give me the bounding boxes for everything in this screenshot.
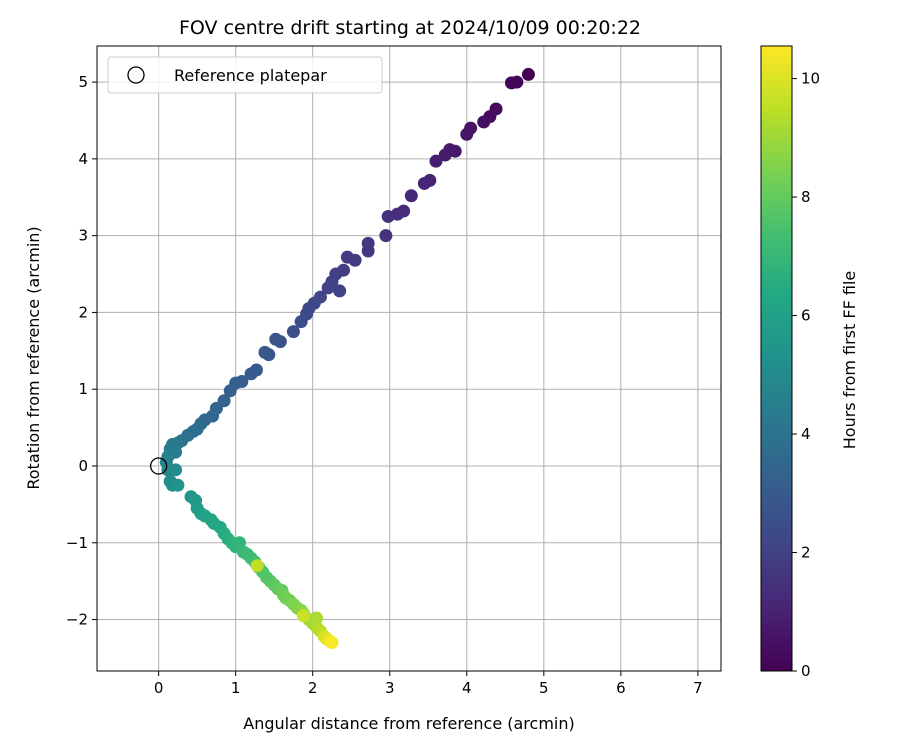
legend-marker-icon xyxy=(127,66,145,84)
data-point xyxy=(460,127,474,141)
data-point xyxy=(404,189,418,203)
colorbar-tick-label: 2 xyxy=(801,544,811,562)
data-point xyxy=(381,209,395,223)
data-point xyxy=(333,284,347,298)
colorbar-tick-label: 8 xyxy=(801,188,811,206)
data-point xyxy=(429,154,443,168)
data-point xyxy=(171,478,185,492)
colorbar-ticks: 0 2 4 6 8 10 xyxy=(792,70,820,680)
y-axis-ticks: −2 −1 0 1 2 3 4 5 xyxy=(66,73,97,629)
y-tick-label: 2 xyxy=(78,303,88,321)
data-point xyxy=(504,76,518,90)
colorbar-tick-label: 6 xyxy=(801,307,811,325)
y-tick-label: 0 xyxy=(78,457,88,475)
data-point xyxy=(477,115,491,129)
x-tick-label: 0 xyxy=(154,679,164,697)
colorbar-tick-label: 4 xyxy=(801,425,811,443)
data-point xyxy=(310,611,324,625)
y-tick-label: −1 xyxy=(66,534,88,552)
x-axis-ticks: 0 1 2 3 4 5 6 7 xyxy=(154,671,703,697)
colorbar: 0 2 4 6 8 10 Hours from first FF file xyxy=(760,45,859,680)
x-tick-label: 5 xyxy=(539,679,549,697)
data-point xyxy=(521,67,535,81)
data-point xyxy=(294,315,308,329)
data-point xyxy=(244,367,258,381)
legend-box xyxy=(107,56,383,94)
data-point xyxy=(296,609,310,623)
x-tick-label: 3 xyxy=(385,679,395,697)
y-tick-label: 4 xyxy=(78,150,88,168)
data-point xyxy=(321,281,335,295)
legend: Reference platepar xyxy=(107,56,383,94)
colorbar-tick-label: 0 xyxy=(801,662,811,680)
x-tick-label: 2 xyxy=(308,679,318,697)
data-point xyxy=(269,332,283,346)
x-tick-label: 6 xyxy=(616,679,626,697)
y-axis-label: Rotation from reference (arcmin) xyxy=(24,226,43,489)
colorbar-tick-label: 10 xyxy=(801,70,820,88)
x-tick-label: 4 xyxy=(462,679,472,697)
data-point xyxy=(169,463,183,477)
grid-lines xyxy=(97,46,721,671)
data-point xyxy=(286,325,300,339)
plot-frame xyxy=(96,45,722,672)
data-point xyxy=(361,244,375,258)
x-tick-label: 7 xyxy=(693,679,703,697)
y-tick-label: 1 xyxy=(78,380,88,398)
data-point xyxy=(223,384,237,398)
colorbar-gradient xyxy=(760,45,793,672)
colorbar-label: Hours from first FF file xyxy=(840,271,859,450)
legend-label: Reference platepar xyxy=(174,66,327,85)
data-point xyxy=(325,636,339,650)
data-points xyxy=(159,67,535,650)
data-point xyxy=(417,176,431,190)
y-tick-label: 5 xyxy=(78,73,88,91)
data-point xyxy=(379,229,393,243)
data-point xyxy=(250,559,264,573)
data-point xyxy=(438,148,452,162)
x-tick-label: 1 xyxy=(231,679,241,697)
y-tick-label: 3 xyxy=(78,227,88,245)
reference-platepar-marker xyxy=(149,457,168,475)
data-point xyxy=(340,250,354,264)
data-point xyxy=(258,345,272,359)
y-tick-label: −2 xyxy=(66,611,88,629)
x-axis-label: Angular distance from reference (arcmin) xyxy=(243,714,574,733)
chart-title: FOV centre drift starting at 2024/10/09 … xyxy=(179,17,641,39)
